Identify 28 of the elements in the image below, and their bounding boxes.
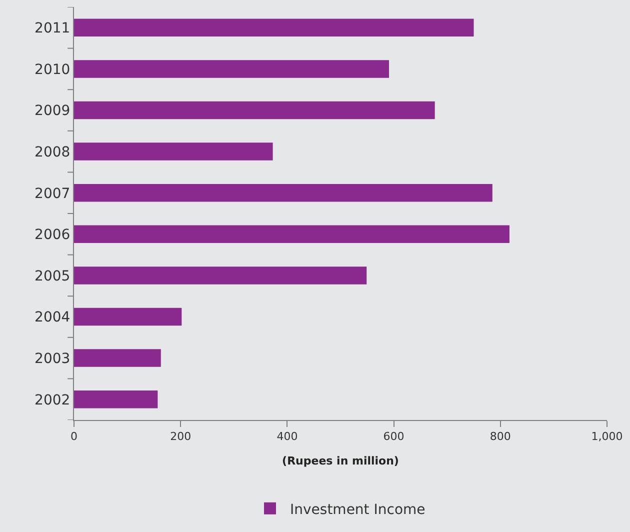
bar (74, 390, 158, 408)
x-tick-label: 800 (490, 430, 511, 444)
bar (74, 184, 492, 202)
x-tick-label: 0 (70, 430, 78, 444)
y-tick-label: 2011 (34, 20, 70, 37)
y-tick-label: 2006 (34, 227, 70, 244)
x-tick-label: 400 (276, 430, 298, 444)
x-tick-label: 600 (383, 430, 404, 444)
bar (74, 266, 367, 284)
bar (74, 18, 474, 37)
bar (74, 142, 273, 160)
y-tick-label: 2004 (34, 310, 70, 326)
x-tick-label: 200 (170, 430, 192, 444)
y-tick-label: 2003 (34, 350, 70, 367)
bar (74, 101, 435, 120)
y-tick-label: 2005 (34, 268, 70, 284)
bar (74, 349, 161, 367)
bar (74, 60, 389, 78)
y-tick-label: 2010 (34, 62, 70, 78)
x-axis-title: (Rupees in million) (282, 454, 399, 468)
x-tick-label: 1,000 (591, 430, 623, 444)
y-tick-label: 2007 (34, 186, 70, 202)
legend-label: Investment Income (290, 502, 426, 518)
y-tick-label: 2008 (34, 144, 70, 160)
bar (74, 308, 182, 326)
bar (74, 225, 510, 244)
y-tick-label: 2009 (34, 103, 70, 120)
y-tick-label: 2002 (34, 392, 70, 408)
